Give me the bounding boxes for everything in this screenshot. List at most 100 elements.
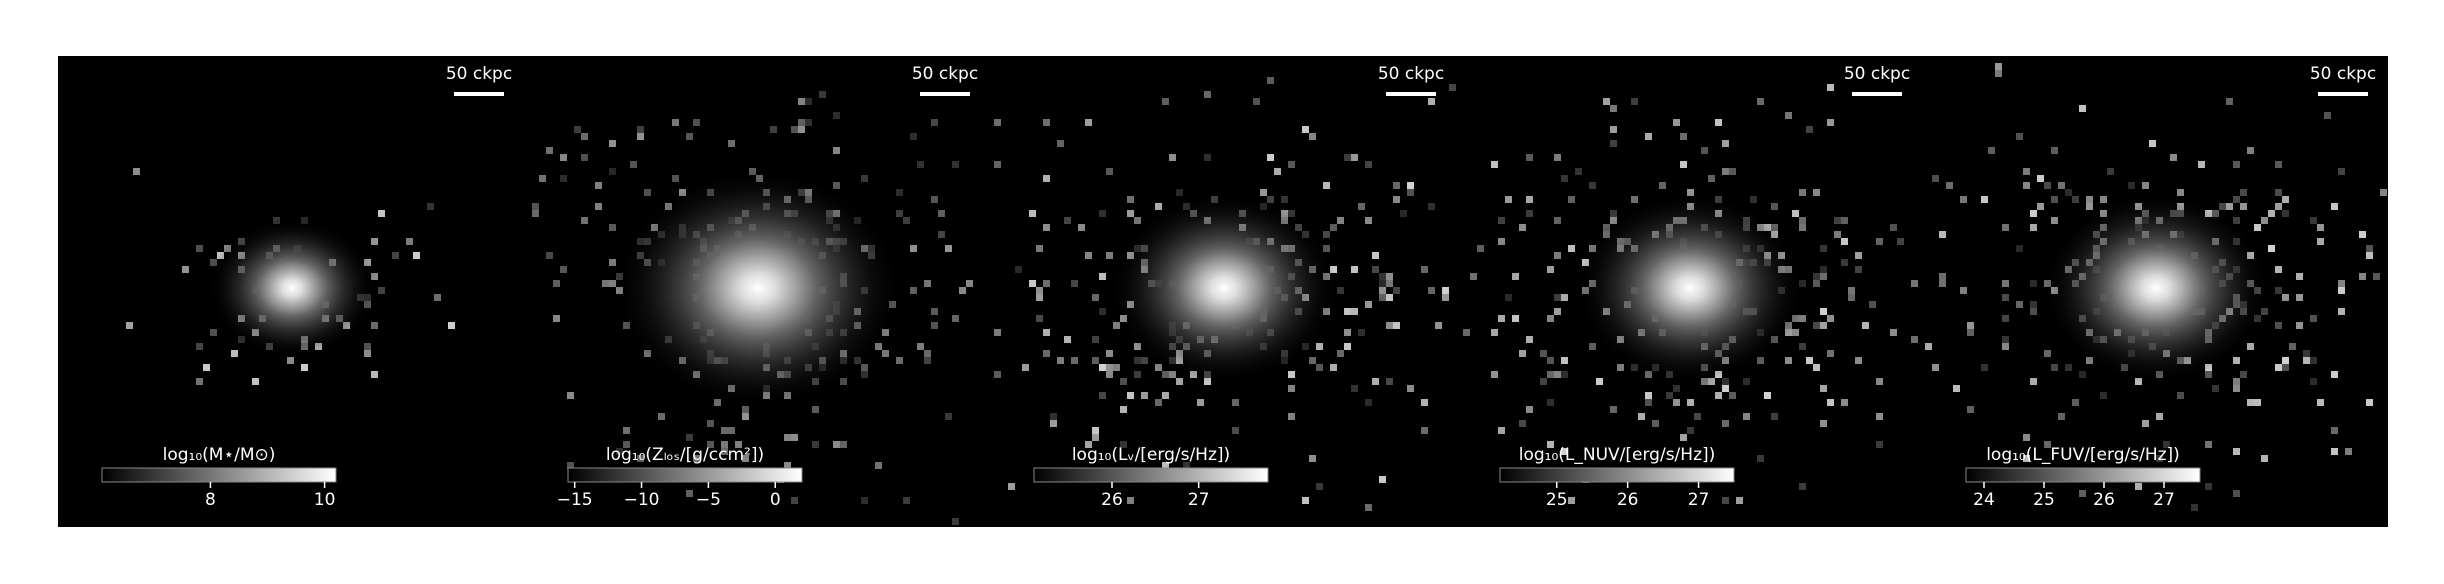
- pixel: [1673, 399, 1680, 406]
- pixel: [553, 280, 560, 287]
- pixel: [1743, 378, 1750, 385]
- pixel: [2268, 245, 2275, 252]
- pixel: [1561, 357, 1568, 364]
- colorbar-label: log₁₀(M⋆/M⊙): [163, 445, 276, 465]
- pixel: [1106, 350, 1113, 357]
- pixel: [2065, 189, 2072, 196]
- pixel: [1491, 371, 1498, 378]
- pixel: [1057, 140, 1064, 147]
- pixel: [721, 441, 728, 448]
- pixel: [2310, 315, 2317, 322]
- pixel: [686, 434, 693, 441]
- pixel: [2205, 483, 2212, 490]
- pixel: [2254, 224, 2261, 231]
- pixel: [1589, 343, 1596, 350]
- pixel: [1792, 329, 1799, 336]
- pixel: [1421, 399, 1428, 406]
- pixel: [1820, 308, 1827, 315]
- pixel: [924, 280, 931, 287]
- pixel: [2002, 336, 2009, 343]
- pixel: [1680, 434, 1687, 441]
- pixel: [903, 217, 910, 224]
- pixel: [1771, 413, 1778, 420]
- pixel: [2002, 343, 2009, 350]
- pixel: [2170, 154, 2177, 161]
- pixel: [1568, 497, 1575, 504]
- pixel: [1407, 182, 1414, 189]
- pixel: [1449, 84, 1456, 91]
- pixel: [581, 133, 588, 140]
- pixel: [1036, 245, 1043, 252]
- pixel: [2366, 245, 2373, 252]
- pixel: [364, 350, 371, 357]
- pixel: [1442, 287, 1449, 294]
- pixel: [1505, 294, 1512, 301]
- pixel: [2023, 455, 2030, 462]
- pixel: [413, 252, 420, 259]
- pixel: [2072, 399, 2079, 406]
- pixel: [1841, 259, 1848, 266]
- pixel: [924, 350, 931, 357]
- pixel: [616, 448, 623, 455]
- galaxy-core: [614, 168, 902, 408]
- pixel: [1610, 140, 1617, 147]
- pixel: [1050, 413, 1057, 420]
- pixel: [1757, 98, 1764, 105]
- pixel: [1029, 210, 1036, 217]
- pixel: [2149, 140, 2156, 147]
- pixel: [2051, 147, 2058, 154]
- pixel: [1316, 364, 1323, 371]
- pixel: [1386, 273, 1393, 280]
- pixel: [1463, 329, 1470, 336]
- pixel: [1498, 217, 1505, 224]
- pixel: [1120, 378, 1127, 385]
- colorbar-tick-label: 0: [770, 490, 781, 510]
- pixel: [602, 280, 609, 287]
- pixel: [1029, 280, 1036, 287]
- pixel: [1568, 245, 1575, 252]
- pixel: [1330, 364, 1337, 371]
- pixel: [1162, 462, 1169, 469]
- pixel: [2030, 210, 2037, 217]
- pixel: [1820, 245, 1827, 252]
- pixel: [2310, 357, 2317, 364]
- pixel: [2247, 343, 2254, 350]
- pixel: [1267, 77, 1274, 84]
- pixel: [1967, 322, 1974, 329]
- pixel: [966, 280, 973, 287]
- pixel: [1407, 385, 1414, 392]
- pixel: [301, 364, 308, 371]
- pixel: [2156, 455, 2163, 462]
- colorbar-tick-label: 8: [205, 490, 216, 510]
- colorbar-label: log₁₀(Lᵥ/[erg/s/Hz]): [1072, 445, 1230, 465]
- pixel: [693, 455, 700, 462]
- pixel: [2002, 294, 2009, 301]
- pixel: [1806, 126, 1813, 133]
- pixel: [2282, 294, 2289, 301]
- pixel: [1820, 420, 1827, 427]
- pixel: [1316, 483, 1323, 490]
- pixel: [2128, 182, 2135, 189]
- pixel: [1379, 280, 1386, 287]
- pixel: [2233, 385, 2240, 392]
- pixel: [1603, 98, 1610, 105]
- pixel: [1344, 343, 1351, 350]
- colorbar-tick-label: 27: [1188, 490, 1210, 510]
- pixel: [2317, 224, 2324, 231]
- pixel: [1911, 336, 1918, 343]
- pixel: [1771, 203, 1778, 210]
- pixel: [2233, 196, 2240, 203]
- pixel: [1708, 175, 1715, 182]
- pixel: [1260, 189, 1267, 196]
- pixel: [1554, 371, 1561, 378]
- pixel: [1498, 238, 1505, 245]
- pixel: [623, 441, 630, 448]
- pixel: [1155, 364, 1162, 371]
- pixel: [1932, 175, 1939, 182]
- pixel: [1820, 273, 1827, 280]
- colorbar-tick-label: −5: [696, 490, 721, 510]
- pixel: [1526, 210, 1533, 217]
- pixel: [1477, 245, 1484, 252]
- pixel: [2366, 399, 2373, 406]
- pixel: [1911, 280, 1918, 287]
